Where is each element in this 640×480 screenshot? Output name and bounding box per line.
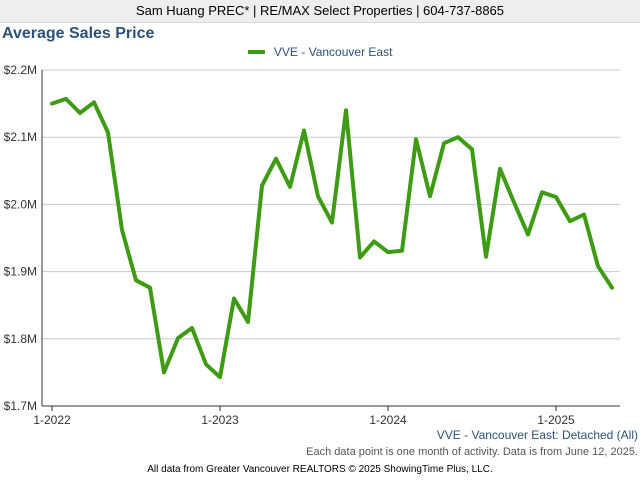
series-caption: VVE - Vancouver East: Detached (All) (436, 428, 638, 442)
series-layer (50, 96, 614, 380)
chart-legend[interactable]: VVE - Vancouver East (0, 45, 640, 59)
axis-layer: $2.2M $2.1M $2.0M $1.9M $1.8M $1.7M1-2022 1-20… (4, 63, 620, 427)
agent-header-bar: Sam Huang PREC* | RE/MAX Select Properti… (0, 0, 640, 23)
legend-line-swatch (247, 49, 265, 54)
y-tick-label: $1.9M (4, 265, 37, 279)
data-point-note: Each data point is one month of activity… (306, 446, 638, 458)
x-tick-label: 1-2025 (537, 413, 575, 427)
x-tick-label: 1-2023 (201, 413, 239, 427)
y-tick-label: $2.2M (4, 63, 37, 77)
y-tick-label: $1.8M (4, 332, 37, 346)
y-tick-label: $2.0M (4, 197, 37, 211)
grid-layer (42, 69, 620, 407)
line-chart: $2.2M $2.1M $2.0M $1.9M $1.8M $1.7M1-2022 1-20… (4, 63, 620, 427)
y-tick-label: $1.7M (4, 399, 37, 413)
y-tick-label: $2.1M (4, 130, 37, 144)
x-tick-label: 1-2022 (33, 413, 71, 427)
x-tick-label: 1-2024 (369, 413, 407, 427)
legend-label: VVE - Vancouver East (273, 45, 393, 59)
agent-header-text: Sam Huang PREC* | RE/MAX Select Properti… (135, 3, 505, 18)
footer-credit: All data from Greater Vancouver REALTORS… (147, 464, 493, 475)
series-line (50, 96, 614, 380)
chart-title: Average Sales Price (2, 25, 155, 42)
